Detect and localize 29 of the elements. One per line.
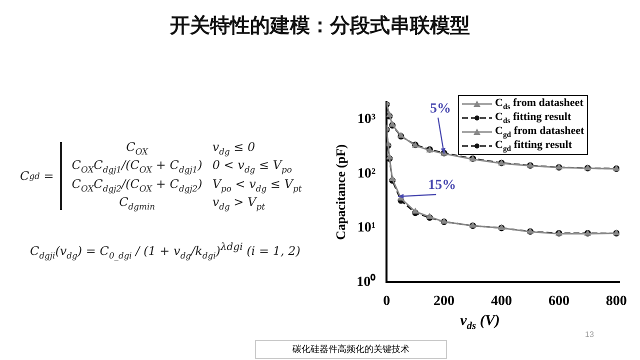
legend-label: C$_{gd}$ from datasheet — [495, 124, 584, 140]
text: V$_{po}$ < v$_{dg}$ ≤ V$_{pt}$ — [212, 176, 302, 194]
text: C$_{OX}$C$_{dgj2}$/(C$_{OX}$ + C$_{dgj2}$) — [72, 176, 202, 194]
legend-label: C$_{gd}$ fitting result — [495, 138, 572, 154]
x-tick-label: 200 — [434, 294, 455, 310]
text: 0 < v$_{dg}$ ≤ V$_{po}$ — [212, 158, 293, 175]
legend-label: C$_{ds}$ fitting result — [495, 110, 572, 126]
y-tick-label: 10³ — [357, 112, 376, 128]
y-tick-label: 10² — [357, 166, 376, 182]
chart-title: 开关特性的建模：分段式串联模型 — [168, 12, 471, 39]
x-tick-label: 600 — [548, 294, 570, 310]
y-tick-label: 10¹ — [357, 220, 376, 236]
text: 碳化硅器件高频化的关键技术 — [255, 340, 447, 359]
annotation: 5% — [430, 101, 452, 116]
text: v$_{dg}$ > V$_{pt}$ — [212, 195, 266, 212]
text: C$_{dgji}$(v$_{dg}$) = C$_{0_dgi}$ / (1 + v$_{dg}$/k$_{dgi}$)$^{λdgi}$ (i = 1, 2) — [30, 242, 300, 260]
legend-label: C$_{ds}$ from datasheet — [495, 96, 584, 112]
annotation: 15% — [428, 178, 456, 194]
text: C$_{dgmin}$ — [118, 195, 156, 212]
text: 13 — [585, 330, 594, 339]
y-axis-title: Capacitance (pF) — [333, 144, 348, 240]
text: C$_{OX}$ — [125, 140, 150, 156]
y-tick-label: 10⁰ — [356, 272, 376, 290]
text: C$_{OX}$C$_{dgj1}$/(C$_{OX}$ + C$_{dgj1}$) — [72, 158, 202, 175]
x-axis-title: v$_{ds}$ (V) — [459, 313, 501, 332]
x-tick-label: 400 — [491, 294, 512, 310]
x-tick-label: 800 — [606, 294, 627, 310]
x-tick-label: 0 — [383, 294, 390, 310]
text: v$_{dg}$ ≤ 0 — [212, 140, 256, 156]
